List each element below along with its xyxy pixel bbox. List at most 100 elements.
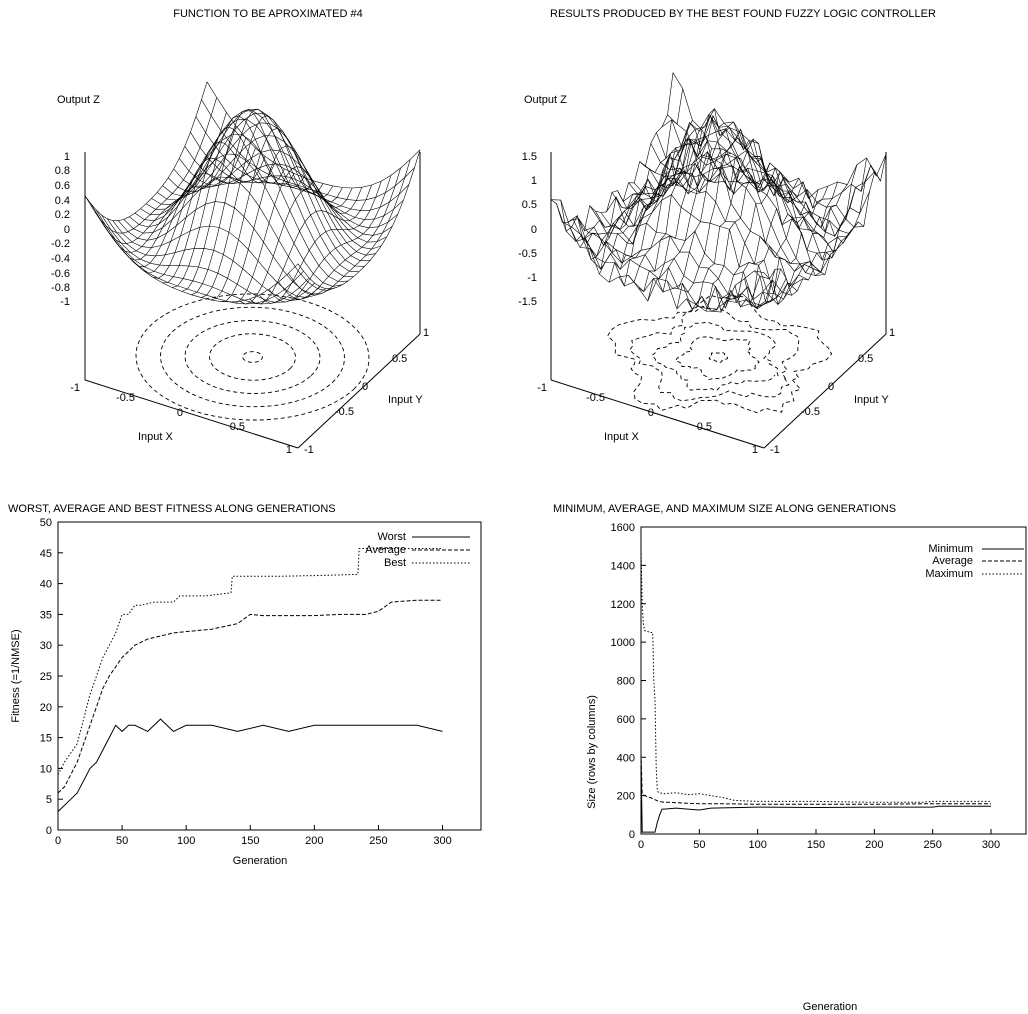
size-chart: MINIMUM, AVERAGE, AND MAXIMUM SIZE ALONG… — [553, 503, 1027, 1013]
wireframe-line — [560, 88, 683, 241]
surface2-z-tick: -1.5 — [518, 296, 537, 308]
fitness-y-tick-label: 25 — [40, 671, 52, 683]
surface1-z-tick: 0.8 — [55, 165, 70, 177]
surface2-x-tick: -1 — [537, 382, 547, 394]
size-y-tick-label: 1600 — [611, 522, 635, 534]
surface1-z-tick: -0.2 — [51, 238, 70, 250]
contour-line — [607, 294, 833, 414]
wireframe-line — [622, 114, 837, 254]
wireframe-line — [633, 128, 848, 245]
wireframe-line — [584, 194, 798, 306]
wireframe-line — [611, 113, 826, 276]
surface1-x-axis — [84, 379, 299, 449]
surface1-z-tick: 0 — [64, 224, 70, 236]
surface1-y-ticks: -1 -0.5 0 0.5 1 — [304, 327, 429, 456]
fitness-x-tick-label: 300 — [433, 835, 451, 847]
wireframe-line — [162, 122, 376, 256]
surface1-y-tick: 1 — [423, 327, 429, 339]
surface1-x-tick: -0.5 — [116, 392, 135, 404]
wireframe-line — [259, 181, 382, 304]
surface1-x-tick: 0.5 — [230, 421, 245, 433]
surface2-y-tick: -1 — [770, 444, 780, 456]
surface2-y-tick: 0 — [828, 381, 834, 393]
fitness-chart-title: WORST, AVERAGE AND BEST FITNESS ALONG GE… — [8, 503, 336, 515]
size-y-tick-label: 1000 — [611, 637, 635, 649]
size-x-tick-label: 100 — [748, 839, 766, 851]
surface1-z-tick: -0.4 — [51, 253, 70, 265]
wireframe-line — [645, 157, 859, 234]
fitness-y-tick-label: 50 — [40, 517, 52, 529]
fitness-legend-worst: Worst — [377, 531, 406, 543]
surface2-y-ticks: -1 -0.5 0 0.5 1 — [770, 327, 895, 456]
size-series-minimum — [640, 757, 991, 833]
fitness-x-tick-label: 150 — [241, 835, 259, 847]
size-x-tick-label: 250 — [923, 839, 941, 851]
fitness-plot-frame — [57, 521, 482, 831]
size-axis-ticks: 0 50 100 150 200 250 300 0 200 400 600 800 1000 1200 1… — [611, 522, 1001, 851]
size-x-tick-label: 50 — [693, 839, 705, 851]
wireframe-line — [567, 215, 781, 306]
wireframe-line — [151, 108, 365, 267]
fitness-series-best — [57, 548, 443, 775]
size-series-maximum — [640, 549, 991, 803]
wireframe-line — [249, 184, 372, 305]
size-x-tick-label: 150 — [807, 839, 825, 851]
contour-line — [628, 305, 800, 402]
wireframe-line — [145, 110, 360, 273]
surface2-z-label: Output Z — [524, 94, 567, 106]
wireframe-line — [123, 137, 246, 261]
surface1-z-tick: -0.6 — [51, 268, 70, 280]
size-series-average — [640, 753, 991, 805]
contour-line — [708, 351, 729, 363]
wireframe-line — [123, 176, 337, 291]
contour-line — [242, 351, 263, 363]
size-x-tick-label: 200 — [865, 839, 883, 851]
surface2-z-tick: 1.5 — [522, 151, 537, 163]
wireframe-line — [661, 119, 876, 220]
wireframe-line — [95, 209, 310, 305]
wireframe-line — [134, 134, 348, 282]
surface2-contour-lines — [607, 294, 833, 414]
wireframe-line — [179, 158, 393, 236]
wireframe-line — [695, 175, 819, 310]
wireframe-line — [639, 150, 853, 253]
size-y-tick-label: 1400 — [611, 560, 635, 572]
fitness-y-tick-label: 15 — [40, 733, 52, 745]
wireframe-line — [101, 214, 315, 303]
surface2-x-label: Input X — [604, 431, 640, 443]
surface2-y-tick: 1 — [889, 327, 895, 339]
fitness-y-tick-label: 40 — [40, 579, 52, 591]
surface1-z-tick: 0.2 — [55, 209, 70, 221]
surface2-x-ticks: -1 -0.5 0 0.5 1 — [537, 382, 758, 456]
size-y-label: Size (rows by columns) — [586, 695, 598, 809]
contour-line — [651, 321, 779, 391]
fitness-x-tick-label: 50 — [116, 835, 128, 847]
surface2-z-tick: 0.5 — [522, 199, 537, 211]
surface2-x-tick: 0 — [648, 407, 654, 419]
surface1-y-tick: 0.5 — [392, 353, 407, 365]
wireframe-line — [201, 99, 415, 201]
surface1-y-label: Input Y — [388, 394, 423, 406]
surface1-wireframe — [84, 81, 421, 305]
size-y-tick-label: 200 — [617, 791, 635, 803]
surface2-z-tick: -1 — [527, 272, 537, 284]
size-legend-average: Average — [932, 555, 973, 567]
size-x-tick-label: 0 — [638, 839, 644, 851]
surface1-x-tick: -1 — [70, 382, 80, 394]
surface2-z-tick: 1 — [531, 175, 537, 187]
surface1-x-label: Input X — [138, 431, 174, 443]
size-legend: Minimum Average Maximum — [925, 543, 1024, 580]
surface2-x-tick: -0.5 — [586, 392, 605, 404]
fitness-y-tick-label: 30 — [40, 640, 52, 652]
wireframe-line — [206, 81, 421, 189]
fitness-chart: WORST, AVERAGE AND BEST FITNESS ALONG GE… — [8, 503, 482, 867]
fitness-x-tick-label: 200 — [305, 835, 323, 847]
wireframe-line — [667, 114, 881, 209]
fitness-y-tick-label: 10 — [40, 763, 52, 775]
wireframe-line — [650, 143, 864, 237]
surface1-x-tick: 0 — [177, 407, 183, 419]
wireframe-line — [578, 218, 792, 301]
wireframe-line — [84, 81, 208, 222]
surface-plot-target: FUNCTION TO BE APROXIMATED #4 Output Z I… — [51, 8, 429, 456]
wireframe-line — [666, 121, 790, 289]
